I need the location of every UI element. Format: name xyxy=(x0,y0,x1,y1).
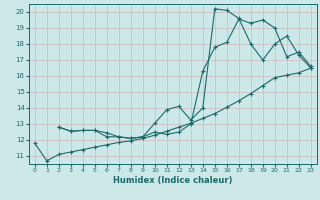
X-axis label: Humidex (Indice chaleur): Humidex (Indice chaleur) xyxy=(113,176,233,185)
